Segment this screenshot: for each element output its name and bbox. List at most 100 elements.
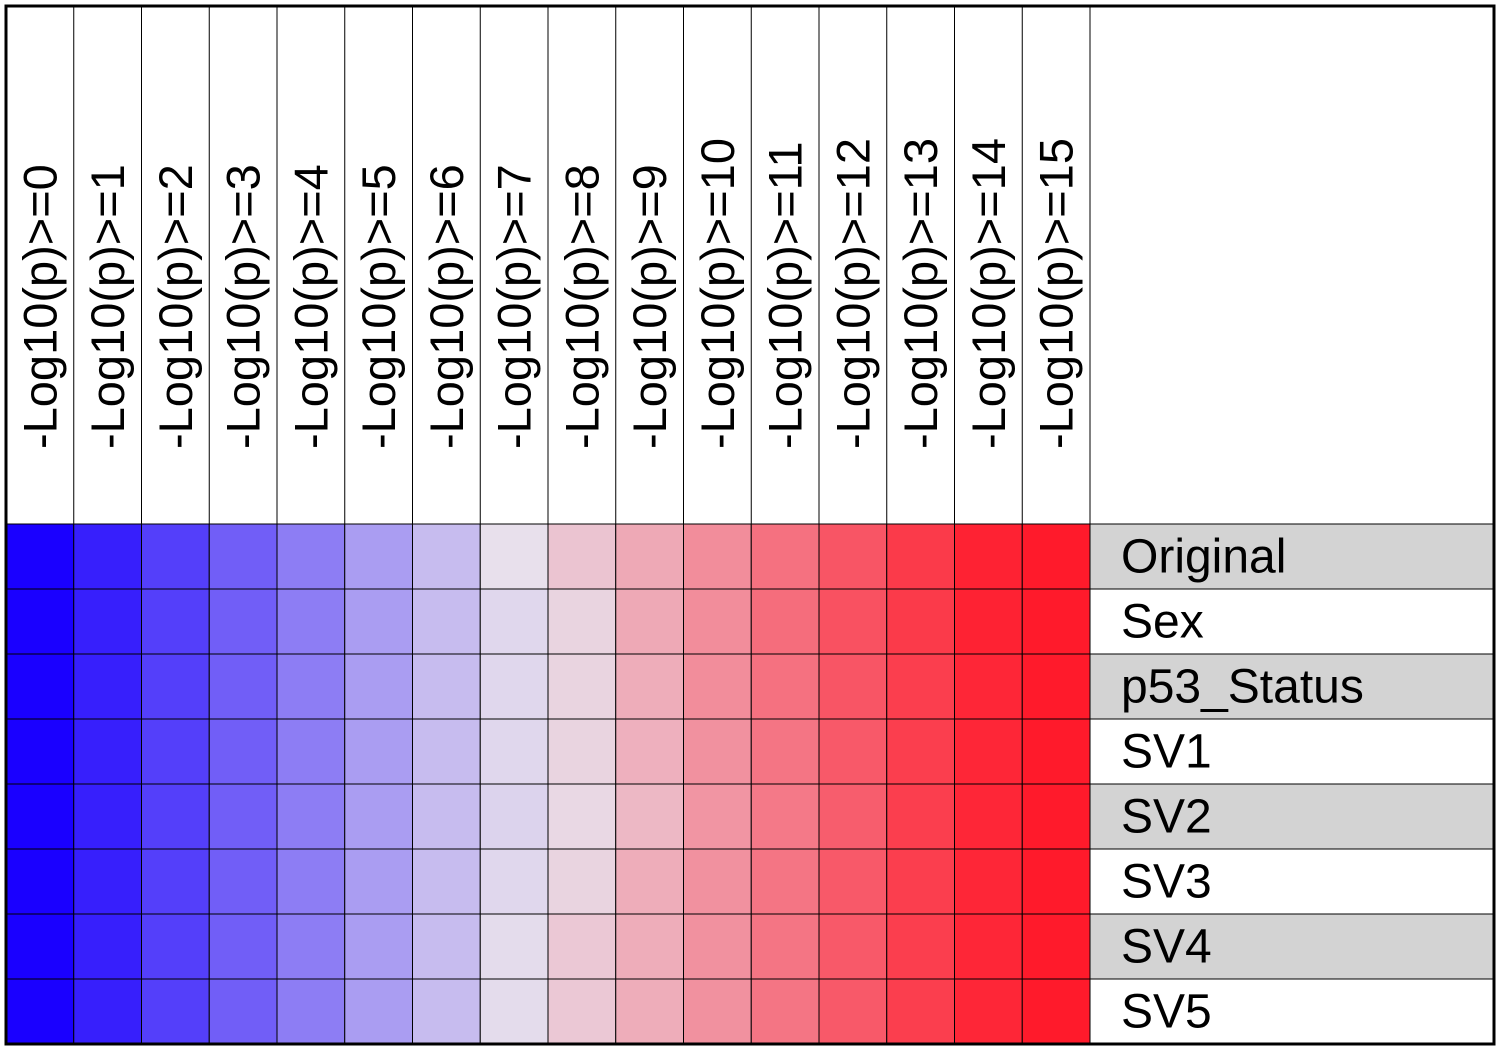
heatmap-cell	[73, 848, 142, 915]
heatmap-cell	[276, 718, 346, 785]
heatmap-cell	[479, 523, 549, 590]
row-label-background	[1089, 913, 1495, 980]
heatmap-cell	[886, 523, 955, 590]
heatmap-cell	[1021, 848, 1091, 915]
heatmap-cell	[818, 783, 888, 850]
heatmap-cell	[615, 588, 684, 655]
heatmap-cell	[479, 913, 549, 980]
heatmap-cell	[141, 588, 210, 655]
heatmap-cell	[750, 783, 820, 850]
heatmap-cell	[954, 978, 1023, 1045]
heatmap-cell	[73, 523, 142, 590]
heatmap-cell	[276, 783, 346, 850]
heatmap-cell	[683, 653, 752, 720]
heatmap-cell	[750, 848, 820, 915]
row-label: Sex	[1121, 596, 1204, 649]
heatmap-cell	[412, 978, 481, 1045]
heatmap-cell	[141, 913, 210, 980]
heatmap-cell	[5, 588, 75, 655]
heatmap-cell	[344, 783, 413, 850]
heatmap-cell	[750, 978, 820, 1045]
heatmap-cell	[141, 783, 210, 850]
heatmap-cell	[683, 783, 752, 850]
heatmap-cell	[818, 588, 888, 655]
heatmap-cell	[479, 978, 549, 1045]
heatmap-cell	[750, 588, 820, 655]
heatmap-cell	[547, 848, 617, 915]
heatmap-cell	[886, 718, 955, 785]
heatmap-cell	[683, 978, 752, 1045]
heatmap-cell	[73, 978, 142, 1045]
heatmap-cell	[547, 588, 617, 655]
chart-border	[4, 4, 1496, 1046]
heatmap-cell	[73, 588, 142, 655]
row-label-area	[1089, 523, 1495, 1045]
heatmap-cell	[412, 523, 481, 590]
heatmap-cell	[208, 913, 278, 980]
heatmap-cell	[1021, 523, 1091, 590]
heatmap-cell	[954, 848, 1023, 915]
column-label: -Log10(p)>=5	[352, 164, 405, 449]
column-label: -Log10(p)>=4	[284, 164, 337, 449]
column-label: -Log10(p)>=15	[1030, 138, 1083, 449]
heatmap-cell	[276, 848, 346, 915]
heatmap-cell	[141, 978, 210, 1045]
heatmap-cell	[547, 783, 617, 850]
heatmap-cell	[886, 978, 955, 1045]
heatmap-cell	[5, 523, 75, 590]
heatmap-cell	[615, 913, 684, 980]
heatmap-cell	[5, 978, 75, 1045]
column-label: -Log10(p)>=13	[894, 138, 947, 449]
heatmap-cell	[1021, 783, 1091, 850]
column-label: -Log10(p)>=8	[555, 164, 608, 449]
heatmap-cell	[1021, 588, 1091, 655]
row-label: SV2	[1121, 791, 1212, 844]
heatmap-cell	[818, 848, 888, 915]
heatmap-cell	[479, 653, 549, 720]
heatmap-cell	[886, 848, 955, 915]
heatmap-cell	[886, 588, 955, 655]
heatmap-cell	[208, 523, 278, 590]
heatmap-cell	[344, 523, 413, 590]
column-labels: -Log10(p)>=0 -Log10(p)>=1 -Log10(p)>=2 -Log…	[13, 138, 1082, 449]
heatmap-cell	[344, 653, 413, 720]
heatmap-cell	[344, 978, 413, 1045]
heatmap-cells	[5, 523, 1091, 1045]
heatmap-cell	[954, 913, 1023, 980]
heatmap-cell	[683, 848, 752, 915]
heatmap-cell	[818, 913, 888, 980]
heatmap-cell	[615, 848, 684, 915]
heatmap-cell	[954, 718, 1023, 785]
heatmap-cell	[5, 653, 75, 720]
heatmap-cell	[344, 848, 413, 915]
heatmap-cell	[141, 653, 210, 720]
heatmap-cell	[479, 718, 549, 785]
heatmap-cell	[818, 978, 888, 1045]
heatmap-cell	[750, 523, 820, 590]
heatmap-cell	[208, 653, 278, 720]
heatmap-cell	[412, 653, 481, 720]
column-label: -Log10(p)>=11	[759, 142, 812, 449]
heatmap-cell	[886, 913, 955, 980]
heatmap-cell	[1021, 653, 1091, 720]
heatmap-cell	[412, 913, 481, 980]
heatmap-cell	[276, 913, 346, 980]
heatmap-cell	[141, 718, 210, 785]
heatmap-cell	[886, 653, 955, 720]
heatmap-cell	[547, 978, 617, 1045]
row-label-background	[1089, 848, 1495, 915]
heatmap-cell	[818, 523, 888, 590]
heatmap-cell	[954, 588, 1023, 655]
heatmap-cell	[615, 523, 684, 590]
heatmap-cell	[615, 653, 684, 720]
column-label: -Log10(p)>=7	[488, 164, 541, 449]
heatmap-cell	[73, 913, 142, 980]
heatmap-cell	[615, 718, 684, 785]
column-label: -Log10(p)>=9	[623, 164, 676, 449]
heatmap-cell	[73, 718, 142, 785]
heatmap-cell	[344, 588, 413, 655]
heatmap-cell	[344, 718, 413, 785]
heatmap-cell	[615, 783, 684, 850]
heatmap-cell	[141, 523, 210, 590]
heatmap-cell	[750, 718, 820, 785]
